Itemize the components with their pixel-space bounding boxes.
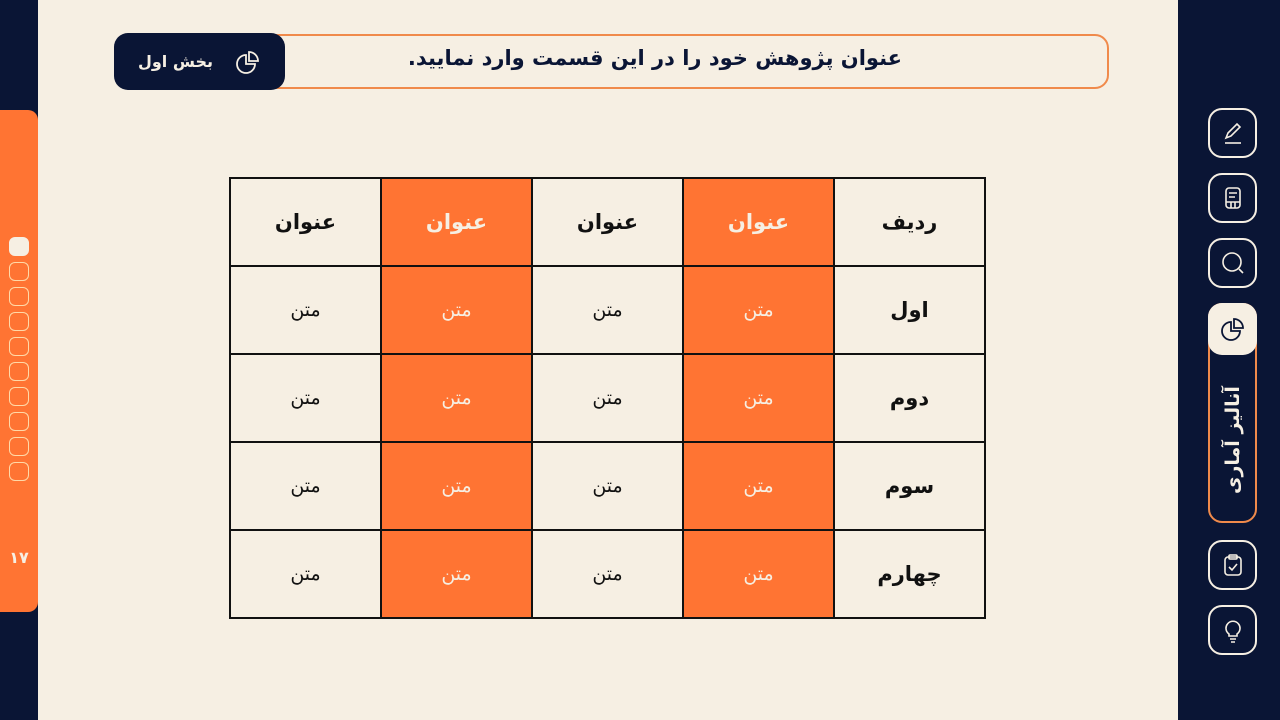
clipboard-check-icon: [1220, 552, 1246, 578]
row-label: اول: [833, 265, 986, 355]
slide-dot[interactable]: [9, 362, 29, 381]
document-icon: [1220, 185, 1246, 211]
section-label: بخش اول: [137, 52, 214, 71]
table-cell: متن: [531, 529, 684, 619]
table-cell: متن: [682, 353, 835, 443]
lightbulb-icon: [1220, 617, 1246, 643]
active-tab-icon-box: [1208, 303, 1257, 355]
table-row: چهارم متن متن متن متن: [229, 529, 986, 619]
table-cell: متن: [229, 353, 382, 443]
table-cell: متن: [531, 441, 684, 531]
slide-dot[interactable]: [9, 387, 29, 406]
page-number: ۱۷: [9, 548, 29, 567]
header-cell: ردیف: [833, 177, 986, 267]
table-cell: متن: [229, 265, 382, 355]
row-label: چهارم: [833, 529, 986, 619]
table-cell: متن: [380, 353, 533, 443]
table-row: اول متن متن متن متن: [229, 265, 986, 355]
header-cell: عنوان: [682, 177, 835, 267]
pie-chart-icon: [1220, 316, 1246, 342]
section-badge: بخش اول: [114, 33, 285, 90]
slide-dot[interactable]: [9, 437, 29, 456]
table-row: دوم متن متن متن متن: [229, 353, 986, 443]
table-row: سوم متن متن متن متن: [229, 441, 986, 531]
nav-button-ideas[interactable]: [1208, 605, 1257, 655]
table-cell: متن: [682, 529, 835, 619]
nav-button-checklist[interactable]: [1208, 540, 1257, 590]
slide-dot[interactable]: [9, 262, 29, 281]
header-cell: عنوان: [531, 177, 684, 267]
data-table: ردیف عنوان عنوان عنوان عنوان اول متن متن…: [229, 177, 986, 619]
table-cell: متن: [531, 353, 684, 443]
page-title: عنوان پژوهش خود را در این قسمت وارد نمای…: [407, 46, 902, 70]
header-cell: عنوان: [229, 177, 382, 267]
slide-dot[interactable]: [9, 462, 29, 481]
header-cell: عنوان: [380, 177, 533, 267]
table-cell: متن: [380, 441, 533, 531]
nav-tab-statistical-analysis[interactable]: آنالیز آماری: [1208, 303, 1257, 523]
slide-dot[interactable]: [9, 237, 29, 256]
title-bar: عنوان پژوهش خود را در این قسمت وارد نمای…: [115, 34, 1109, 89]
table-cell: متن: [531, 265, 684, 355]
table-cell: متن: [229, 441, 382, 531]
table-header-row: ردیف عنوان عنوان عنوان عنوان: [229, 177, 986, 267]
pencil-icon: [1220, 120, 1246, 146]
table-cell: متن: [380, 529, 533, 619]
table-cell: متن: [229, 529, 382, 619]
row-label: دوم: [833, 353, 986, 443]
search-icon: [1220, 250, 1246, 276]
nav-button-search[interactable]: [1208, 238, 1257, 288]
slide-dot[interactable]: [9, 412, 29, 431]
slide-dot[interactable]: [9, 337, 29, 356]
slide-progress-bar: ۱۷: [0, 110, 38, 612]
row-label: سوم: [833, 441, 986, 531]
slide-dot[interactable]: [9, 287, 29, 306]
table-cell: متن: [380, 265, 533, 355]
slide-dot[interactable]: [9, 312, 29, 331]
nav-tab-label: آنالیز آماری: [1221, 386, 1244, 494]
nav-button-edit[interactable]: [1208, 108, 1257, 158]
pie-chart-icon: [235, 49, 261, 75]
nav-button-document[interactable]: [1208, 173, 1257, 223]
table-cell: متن: [682, 441, 835, 531]
table-cell: متن: [682, 265, 835, 355]
